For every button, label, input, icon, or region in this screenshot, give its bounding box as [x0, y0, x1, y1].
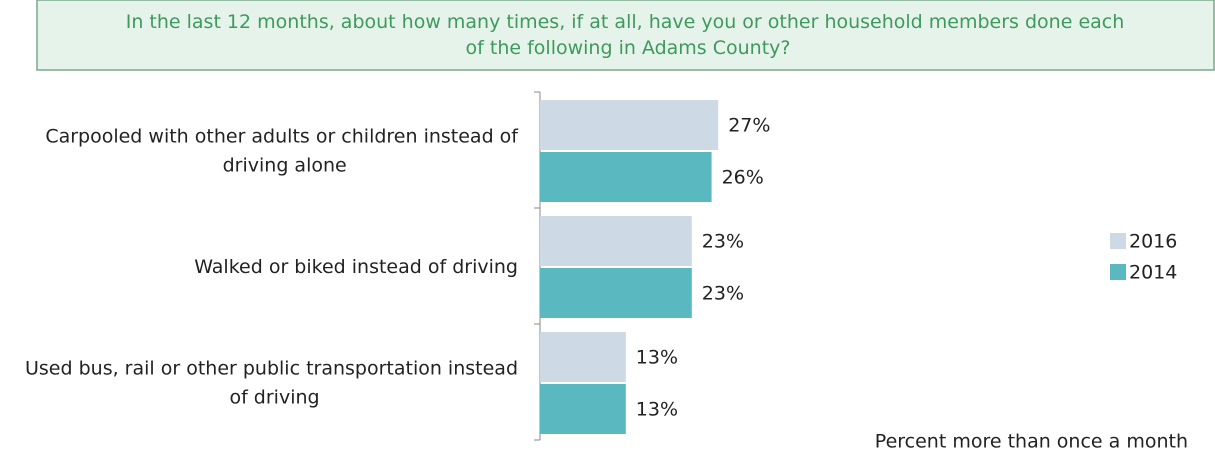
bar [540, 152, 712, 202]
legend-label: 2014 [1129, 262, 1177, 284]
bar [540, 268, 692, 318]
legend-swatch [1110, 233, 1126, 249]
chart-title: In the last 12 months, about how many ti… [126, 11, 1125, 59]
bar [540, 216, 692, 266]
bar [540, 384, 626, 434]
bar [540, 100, 719, 150]
category-label: Carpooled with other adults or children … [45, 125, 519, 176]
value-label: 23% [702, 283, 744, 305]
value-label: 13% [636, 399, 678, 421]
category-label: Walked or biked instead of driving [194, 256, 518, 278]
legend-label: 2016 [1129, 231, 1177, 253]
title-box [36, 0, 1215, 71]
value-label: 13% [636, 347, 678, 369]
bar [540, 332, 626, 382]
value-label: 26% [722, 167, 764, 189]
value-label: 23% [702, 231, 744, 253]
category-label: Used bus, rail or other public transport… [25, 357, 518, 408]
x-axis-label: Percent more than once a month [875, 431, 1188, 453]
legend-swatch [1110, 264, 1126, 280]
value-label: 27% [728, 115, 770, 137]
